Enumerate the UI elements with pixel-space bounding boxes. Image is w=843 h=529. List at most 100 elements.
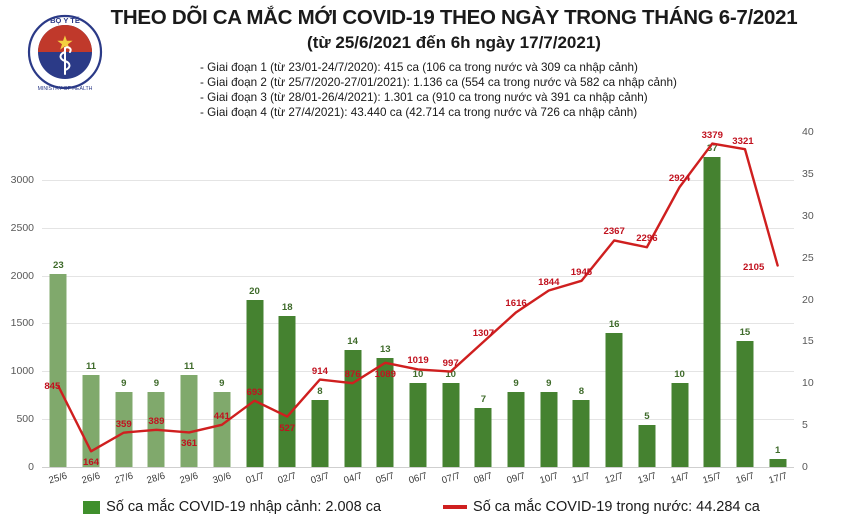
- bar-data-label: 16: [608, 319, 620, 330]
- line-data-label: 997: [442, 357, 459, 369]
- bar-data-label: 10: [412, 369, 424, 381]
- bar-data-label: 9: [513, 377, 519, 389]
- gridline: [42, 371, 794, 373]
- line-data-label: 2924: [668, 173, 691, 185]
- bar-slot: 11: [173, 132, 206, 467]
- phase-summary-list: - Giai đoạn 1 (từ 23/01-24/7/2020): 415 …: [200, 60, 820, 120]
- bar[interactable]: [671, 383, 689, 467]
- bar[interactable]: [278, 316, 296, 467]
- x-axis-tick: 27/6: [113, 470, 135, 487]
- bar[interactable]: [115, 391, 133, 467]
- gridline: [42, 323, 794, 325]
- bar-slot: 37: [696, 132, 729, 467]
- bar-data-label: 9: [219, 377, 225, 389]
- legend-line-label: Số ca mắc COVID-19 trong nước: 44.284 ca: [473, 499, 760, 515]
- bar-data-label: 13: [379, 344, 391, 356]
- bar[interactable]: [605, 333, 623, 467]
- line-data-label: 527: [279, 422, 296, 434]
- bar[interactable]: [703, 157, 721, 467]
- bar[interactable]: [474, 408, 492, 467]
- x-axis-tick: 25/6: [47, 470, 69, 487]
- legend-item-line: Số ca mắc COVID-19 trong nước: 44.284 ca: [443, 499, 760, 515]
- bar[interactable]: [736, 341, 754, 467]
- legend-bar-swatch-icon: [83, 500, 101, 514]
- bar[interactable]: [638, 425, 656, 467]
- legend-item-bar: Số ca mắc COVID-19 nhập cảnh: 2.008 ca: [83, 499, 381, 515]
- x-axis-tick: 11/7: [571, 470, 592, 487]
- x-axis-tick: 08/7: [472, 470, 494, 487]
- phase-line-4: - Giai đoạn 4 (từ 27/4/2021): 43.440 ca …: [200, 106, 638, 120]
- line-data-label: 3379: [701, 129, 723, 141]
- logo-text-top: BỘ Y TẾ: [50, 15, 80, 25]
- x-axis-tick: 28/6: [145, 470, 167, 487]
- line-data-label: 2296: [636, 233, 658, 245]
- line-data-label: 1089: [374, 368, 396, 380]
- y-axis-right-tick: 15: [802, 335, 814, 348]
- legend-bar-label: Số ca mắc COVID-19 nhập cảnh: 2.008 ca: [106, 499, 382, 515]
- bar[interactable]: [769, 458, 787, 467]
- bar[interactable]: [311, 400, 329, 467]
- bar[interactable]: [49, 274, 67, 467]
- bar-data-label: 20: [249, 285, 260, 297]
- bar-data-label: 1: [774, 444, 781, 456]
- bar-slot: 13: [369, 132, 402, 467]
- bar-slot: 7: [467, 132, 500, 467]
- line-data-label: 389: [148, 415, 165, 427]
- bar[interactable]: [409, 383, 427, 467]
- bar-data-label: 8: [317, 386, 323, 397]
- bar-data-label: 23: [53, 260, 64, 272]
- line-data-label: 2105: [742, 261, 765, 273]
- x-axis-tick: 13/7: [636, 470, 658, 487]
- x-axis-tick: 07/7: [440, 470, 462, 487]
- line-data-label: 1945: [570, 266, 593, 278]
- page-title: THEO DÕI CA MẮC MỚI COVID-19 THEO NGÀY T…: [110, 6, 798, 29]
- bar[interactable]: [246, 299, 264, 467]
- bar-data-label: 9: [153, 377, 160, 389]
- bar-slot: 9: [532, 132, 565, 467]
- bar-data-label: 8: [578, 386, 585, 397]
- gridline: [42, 275, 794, 277]
- line-series: [57, 142, 779, 453]
- bar[interactable]: [507, 391, 525, 467]
- bar-data-label: 11: [85, 360, 97, 372]
- bar[interactable]: [344, 349, 362, 467]
- y-axis-left-tick: 3000: [10, 173, 34, 186]
- bar-data-label: 37: [706, 143, 718, 155]
- line-data-label: 1844: [538, 276, 560, 288]
- chart-header: BỘ Y TẾ MINISTRY OF HEALTH THEO DÕI CA M…: [0, 0, 843, 132]
- phase-line-2: - Giai đoạn 2 (từ 25/7/2020-27/01/2021):…: [200, 76, 677, 90]
- bar[interactable]: [540, 391, 558, 467]
- phase-line-3: - Giai đoạn 3 (từ 28/01-26/4/2021): 1.30…: [200, 91, 648, 105]
- bar-data-label: 9: [121, 377, 127, 389]
- gridline: [42, 179, 794, 181]
- line-path: [57, 142, 779, 453]
- y-axis-left-tick: 1000: [10, 365, 34, 378]
- bar[interactable]: [213, 391, 231, 467]
- bar-data-label: 11: [184, 360, 195, 372]
- bar-data-label: 9: [546, 377, 552, 389]
- bar[interactable]: [180, 374, 198, 467]
- y-axis-right-tick: 10: [802, 377, 814, 390]
- y-axis-right-tick: 25: [802, 251, 814, 264]
- line-data-label: 361: [181, 438, 198, 450]
- bar-slot: 15: [729, 132, 762, 467]
- line-data-label: 164: [83, 457, 100, 469]
- bar-slot: 9: [500, 132, 533, 467]
- bar[interactable]: [442, 383, 460, 467]
- chart-plot-area: 23 11 9 9 11 9 20 18 8 14 13 10 10 7 9 9 8 16 5 10 37 15 1 845…: [0, 127, 843, 529]
- line-data-label: 3321: [732, 136, 754, 148]
- bar-slot: 23: [42, 132, 75, 467]
- x-axis-tick: 06/7: [407, 470, 429, 487]
- y-axis-left-tick: 500: [16, 413, 34, 426]
- legend-line-swatch-icon: [443, 505, 468, 509]
- bar-slot: 1: [761, 132, 794, 467]
- x-axis-tick: 05/7: [374, 470, 396, 487]
- y-axis-right-tick: 20: [802, 293, 814, 306]
- bar-slot: 20: [238, 132, 271, 467]
- bar-slot: 10: [663, 132, 696, 467]
- bar[interactable]: [572, 400, 590, 467]
- chart-legend: Số ca mắc COVID-19 nhập cảnh: 2.008 ca S…: [0, 490, 843, 524]
- bar[interactable]: [376, 358, 394, 467]
- phase-line-1: - Giai đoạn 1 (từ 23/01-24/7/2020): 415 …: [200, 61, 638, 74]
- x-axis-tick: 15/7: [701, 470, 723, 487]
